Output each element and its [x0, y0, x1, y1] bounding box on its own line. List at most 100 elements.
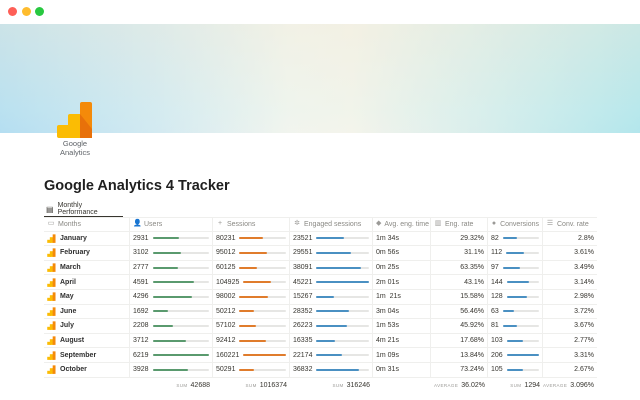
conversions-cell[interactable]: 206 — [488, 348, 543, 362]
conv-rate-cell[interactable]: 2.98% — [543, 290, 597, 304]
column-header-conv-rate[interactable]: ☰ Conv. rate — [543, 218, 597, 231]
eng-rate-cell[interactable]: 15.58% — [431, 289, 488, 304]
sessions-cell[interactable]: 160221 — [213, 348, 290, 362]
month-cell[interactable]: August — [44, 333, 130, 348]
users-cell[interactable]: 3928 — [130, 362, 213, 377]
users-cell[interactable]: 2931 — [130, 231, 213, 246]
table-row[interactable]: May 4296 98002 15267 1m 21s 15.58% 128 2.98% — [44, 289, 597, 305]
users-cell[interactable]: 1692 — [130, 304, 213, 319]
conv_rate-summary[interactable]: AVERAGE 3.096% — [543, 378, 597, 394]
conversions-cell[interactable]: 82 — [488, 231, 543, 246]
conversions-cell[interactable]: 97 — [488, 260, 543, 275]
engaged-cell[interactable]: 38091 — [290, 260, 373, 275]
sessions-cell[interactable]: 57102 — [213, 319, 290, 333]
sessions-cell[interactable]: 92412 — [213, 333, 290, 348]
eng-rate-cell[interactable]: 63.35% — [431, 260, 488, 275]
eng-rate-cell[interactable]: 45.92% — [431, 319, 488, 333]
users-summary[interactable]: SUM 42688 — [130, 378, 213, 394]
month-cell[interactable]: April — [44, 275, 130, 289]
conv-rate-cell[interactable]: 3.67% — [543, 319, 597, 333]
conv-rate-cell[interactable]: 2.67% — [543, 363, 597, 377]
avg-eng-time-cell[interactable]: 2m 01s — [373, 275, 431, 289]
conversions-cell[interactable]: 105 — [488, 362, 543, 377]
users-cell[interactable]: 4296 — [130, 289, 213, 304]
engaged-cell[interactable]: 29551 — [290, 246, 373, 260]
conversions-cell[interactable]: 144 — [488, 275, 543, 289]
table-row[interactable]: July 2208 57102 26223 1m 53s 45.92% 81 3.67% — [44, 319, 597, 334]
engaged-cell[interactable]: 28352 — [290, 304, 373, 319]
eng-rate-cell[interactable]: 31.1% — [431, 246, 488, 260]
month-cell[interactable]: March — [44, 260, 130, 275]
engaged-cell[interactable]: 45221 — [290, 275, 373, 289]
month-cell[interactable]: October — [44, 362, 130, 377]
avg-eng-time-cell[interactable]: 1m 53s — [373, 319, 431, 333]
sessions-cell[interactable]: 98002 — [213, 289, 290, 304]
sessions-cell[interactable]: 50291 — [213, 362, 290, 377]
month-cell[interactable]: July — [44, 319, 130, 333]
close-button[interactable] — [8, 7, 17, 16]
engaged-cell[interactable]: 23521 — [290, 231, 373, 246]
avg-eng-time-cell[interactable]: 4m 21s — [373, 333, 431, 348]
conv-rate-cell[interactable]: 3.61% — [543, 246, 597, 260]
month-cell[interactable]: February — [44, 246, 130, 260]
avg-eng-time-cell[interactable]: 3m 04s — [373, 304, 431, 319]
users-cell[interactable]: 2208 — [130, 319, 213, 333]
avg-eng-time-cell[interactable]: 0m 56s — [373, 246, 431, 260]
conversions-cell[interactable]: 128 — [488, 289, 543, 304]
conv-rate-cell[interactable]: 3.14% — [543, 275, 597, 289]
avg-eng-time-cell[interactable]: 1m 09s — [373, 348, 431, 362]
sessions-cell[interactable]: 60125 — [213, 260, 290, 275]
engaged-cell[interactable]: 15267 — [290, 289, 373, 304]
sessions-cell[interactable]: 50212 — [213, 304, 290, 319]
column-header-sessions[interactable]: + Sessions — [213, 218, 290, 231]
table-row[interactable]: April 4591 104925 45221 2m 01s 43.1% 144 3.14% — [44, 275, 597, 290]
users-cell[interactable]: 3102 — [130, 246, 213, 260]
eng-rate-cell[interactable]: 56.46% — [431, 304, 488, 319]
table-row[interactable]: June 1692 50212 28352 3m 04s 56.46% 63 3.72% — [44, 304, 597, 320]
conversions-cell[interactable]: 112 — [488, 246, 543, 260]
users-cell[interactable]: 2777 — [130, 260, 213, 275]
conversions-cell[interactable]: 63 — [488, 304, 543, 319]
conv-rate-cell[interactable]: 2.77% — [543, 334, 597, 348]
engaged-cell[interactable]: 16335 — [290, 333, 373, 348]
engaged-cell[interactable]: 26223 — [290, 319, 373, 333]
eng_rate-summary[interactable]: AVERAGE 36.02% — [431, 378, 488, 394]
sessions-summary[interactable]: SUM 1016374 — [213, 378, 290, 394]
column-header-months[interactable]: ▭ Months — [44, 218, 130, 231]
conv-rate-cell[interactable]: 3.31% — [543, 348, 597, 362]
users-cell[interactable]: 4591 — [130, 275, 213, 289]
avg-eng-time-cell[interactable]: 1m 34s — [373, 231, 431, 246]
tab-monthly-performance[interactable]: ▤ Monthly Performance — [44, 202, 123, 217]
conversions-cell[interactable]: 81 — [488, 319, 543, 333]
month-cell[interactable]: September — [44, 348, 130, 362]
users-cell[interactable]: 6219 — [130, 348, 213, 362]
eng-rate-cell[interactable]: 13.84% — [431, 348, 488, 362]
table-row[interactable]: October 3928 50291 36832 0m 31s 73.24% 105 2.67… — [44, 362, 597, 378]
table-row[interactable]: September 6219 160221 22174 1m 09s 13.84% 206 3… — [44, 348, 597, 363]
avg-eng-time-cell[interactable]: 1m 21s — [373, 289, 431, 304]
column-header-users[interactable]: 👤 Users — [130, 218, 213, 231]
conversions-cell[interactable]: 103 — [488, 333, 543, 348]
column-header-conversions[interactable]: ● Conversions — [488, 218, 543, 231]
sessions-cell[interactable]: 104925 — [213, 275, 290, 289]
month-cell[interactable]: June — [44, 304, 130, 319]
eng-rate-cell[interactable]: 17.68% — [431, 333, 488, 348]
conv-rate-cell[interactable]: 3.49% — [543, 261, 597, 275]
eng-rate-cell[interactable]: 29.32% — [431, 231, 488, 246]
month-cell[interactable]: May — [44, 289, 130, 304]
table-row[interactable]: August 3712 92412 16335 4m 21s 17.68% 103 2.77% — [44, 333, 597, 349]
engaged-cell[interactable]: 22174 — [290, 348, 373, 362]
sessions-cell[interactable]: 80231 — [213, 231, 290, 246]
conv-rate-cell[interactable]: 2.8% — [543, 232, 597, 246]
eng-rate-cell[interactable]: 73.24% — [431, 362, 488, 377]
engaged-summary[interactable]: SUM 316246 — [290, 378, 373, 394]
month-cell[interactable]: January — [44, 231, 130, 246]
avg-eng-time-cell[interactable]: 0m 25s — [373, 260, 431, 275]
conv-rate-cell[interactable]: 3.72% — [543, 305, 597, 319]
engaged-cell[interactable]: 36832 — [290, 362, 373, 377]
table-row[interactable]: February 3102 95012 29551 0m 56s 31.1% 112 3.61… — [44, 246, 597, 261]
eng-rate-cell[interactable]: 43.1% — [431, 275, 488, 289]
maximize-button[interactable] — [35, 7, 44, 16]
sessions-cell[interactable]: 95012 — [213, 246, 290, 260]
column-header-avg-eng-time[interactable]: ◆ Avg. eng. time — [373, 218, 431, 231]
